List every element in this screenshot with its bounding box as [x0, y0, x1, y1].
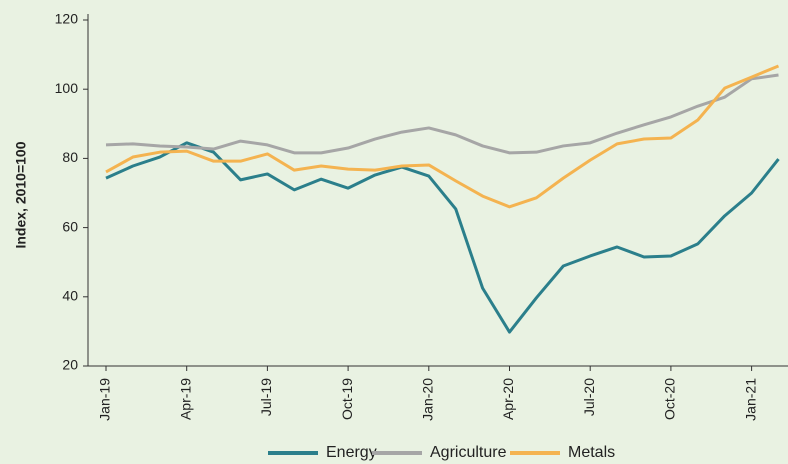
x-tick-label: Oct-20	[662, 378, 678, 420]
y-tick-label: 60	[62, 218, 78, 234]
x-tick-label: Oct-19	[339, 378, 355, 420]
y-tick-label: 120	[55, 11, 79, 27]
x-tick-label: Jul-19	[258, 378, 274, 416]
line-series	[105, 73, 779, 155]
y-tick-label: 80	[62, 149, 78, 165]
x-tick-label: Jan-20	[420, 378, 436, 421]
x-tick-label: Apr-19	[177, 378, 193, 420]
x-tick-label: Apr-20	[500, 378, 516, 420]
legend-label: Metals	[568, 444, 615, 461]
y-tick-label: 20	[62, 357, 78, 373]
x-tick-label: Jan-19	[97, 378, 113, 421]
line-series	[105, 141, 780, 334]
line-series	[105, 64, 780, 209]
legend-label: Energy	[326, 444, 377, 461]
legend-label: Agriculture	[430, 444, 507, 461]
y-tick-label: 40	[62, 288, 78, 304]
y-axis-label: Index, 2010=100	[13, 141, 29, 248]
x-tick-label: Jan-21	[742, 378, 758, 421]
x-tick-label: Jul-20	[581, 378, 597, 416]
y-tick-label: 100	[55, 80, 79, 96]
